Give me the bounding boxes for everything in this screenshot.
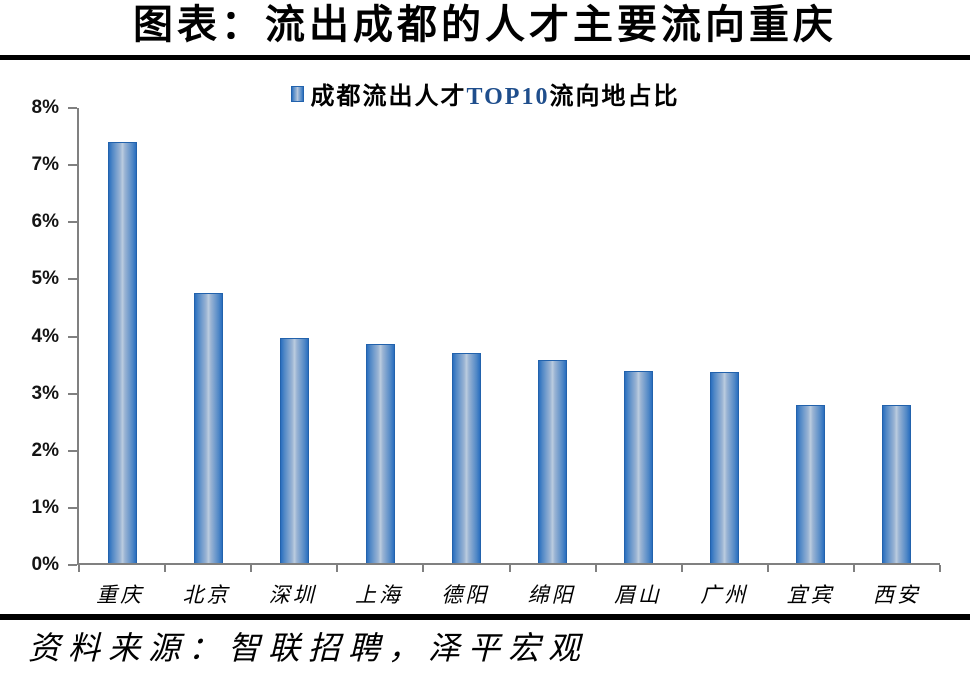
x-tick [250, 565, 253, 572]
y-tick-label: 0% [31, 554, 59, 575]
bar [538, 359, 568, 563]
bar [796, 405, 826, 563]
bar [451, 352, 481, 563]
y-tick [68, 506, 77, 509]
legend-marker-icon [290, 85, 304, 102]
x-tick [680, 565, 683, 572]
top-divider [0, 55, 970, 60]
x-category-label: 深圳 [268, 583, 317, 607]
y-tick-label: 6% [31, 211, 59, 233]
y-tick-label: 8% [31, 97, 59, 118]
bar [193, 292, 223, 563]
x-tick [766, 565, 769, 572]
x-tick [594, 565, 597, 572]
x-axis-labels: 重庆 北京 深圳 上海 德阳 绵阳 眉山 广州 宜宾 西安 [77, 579, 940, 607]
y-tick [68, 564, 77, 566]
bar-chart: 0% 1% 2% 3% 4% 5% 6% 7% 8% 重庆 北京 深圳 上海 德阳 绵阳 眉山 广州 宜宾 西安 [32, 98, 941, 607]
y-tick [68, 392, 77, 395]
y-tick-label: 3% [31, 382, 59, 404]
bar [107, 142, 137, 563]
legend-label-highlight: TOP10 [466, 84, 550, 110]
x-tick [336, 565, 339, 572]
y-tick-label: 5% [31, 268, 59, 290]
x-tick [508, 565, 511, 572]
legend: 成都流出人才TOP10流向地占比 [0, 76, 970, 111]
y-tick-label: 1% [31, 496, 59, 518]
x-category-label: 上海 [355, 583, 404, 607]
x-tick [164, 565, 167, 572]
bar [624, 371, 654, 563]
y-tick [68, 164, 77, 167]
y-tick [68, 449, 77, 452]
legend-label: 成都流出人才TOP10流向地占比 [311, 76, 680, 111]
x-category-label: 德阳 [441, 583, 490, 607]
y-tick-label: 7% [31, 154, 59, 176]
x-category-label: 西安 [872, 583, 921, 607]
x-category-label: 重庆 [96, 583, 145, 607]
y-tick-label: 4% [31, 325, 59, 347]
source-note: 资料来源：智联招聘，泽平宏观 [28, 630, 589, 666]
x-tick [852, 565, 855, 572]
y-tick [68, 335, 77, 338]
x-category-label: 眉山 [613, 583, 662, 607]
y-tick [68, 221, 77, 224]
x-category-label: 广州 [700, 583, 749, 607]
x-tick [422, 565, 425, 572]
bar [279, 338, 309, 563]
bar [710, 372, 740, 563]
y-tick-label: 2% [31, 439, 59, 461]
legend-label-prefix: 成都流出人才 [310, 84, 467, 110]
x-category-label: 绵阳 [527, 583, 576, 607]
bar [365, 344, 395, 563]
y-tick [68, 278, 77, 281]
y-axis: 0% 1% 2% 3% 4% 5% 6% 7% 8% [0, 98, 77, 575]
y-tick [68, 107, 77, 109]
x-tick [78, 565, 80, 572]
x-category-label: 北京 [182, 583, 231, 607]
bottom-divider [0, 614, 970, 620]
bar [882, 405, 912, 563]
plot-area [77, 108, 941, 572]
page-title: 图表：流出成都的人才主要流向重庆 [133, 2, 837, 47]
x-tick [939, 565, 941, 572]
x-category-label: 宜宾 [786, 583, 835, 607]
legend-label-suffix: 流向地占比 [549, 84, 680, 110]
